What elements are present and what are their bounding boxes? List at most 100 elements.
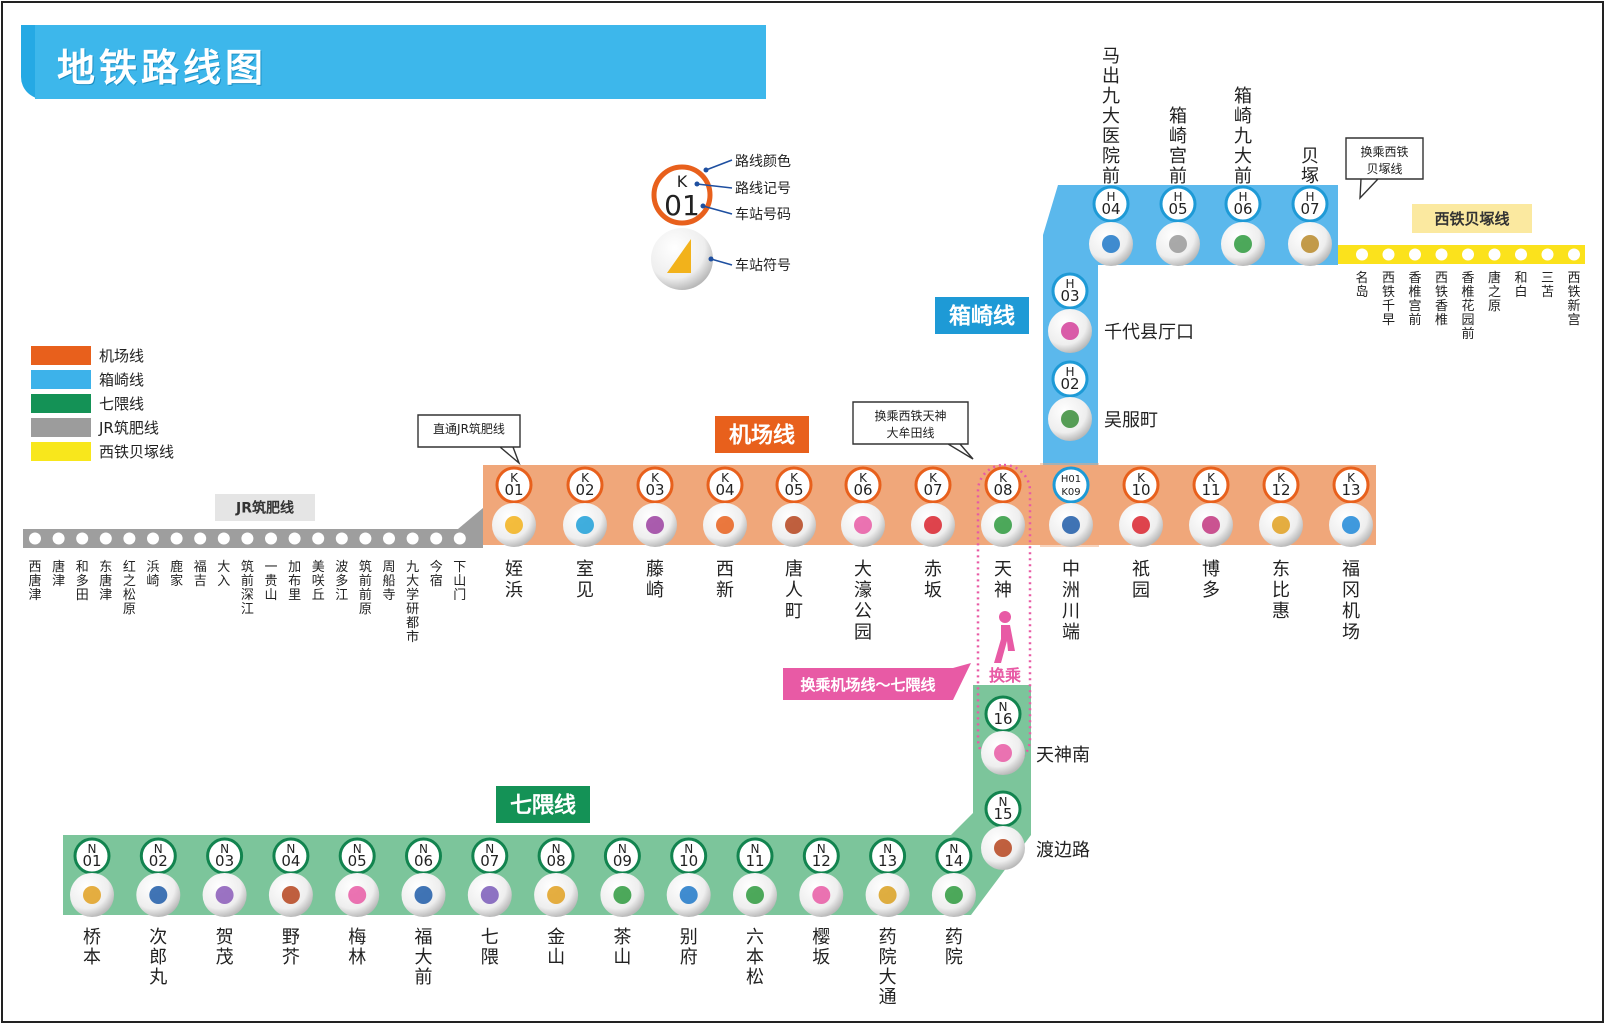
station-number: 06 (853, 481, 872, 499)
station-number: 07 (923, 481, 942, 499)
label-text: 惠 (1272, 601, 1290, 622)
vase-icon (785, 516, 803, 534)
label-text: 府 (680, 947, 698, 968)
label-text: 町 (785, 601, 803, 622)
station-code: K (651, 471, 660, 485)
nishitetsu-station-dot (1435, 248, 1448, 261)
label-text: 大 (854, 559, 872, 580)
nanakuma-station: N16 (981, 695, 1025, 775)
station-number: 05 (348, 852, 367, 870)
festival-float-icon (1132, 516, 1150, 534)
label-text: 贺 (216, 927, 234, 948)
label-text: 出 (1102, 66, 1120, 87)
wisteria-icon (646, 516, 664, 534)
jr-station-name: 浜崎 (146, 560, 159, 589)
label-text: 箱 (1169, 106, 1187, 127)
label-text: 九 (1102, 86, 1120, 107)
airport-station: K10 (1119, 466, 1163, 547)
pink-figure-icon (1061, 322, 1079, 340)
label-text: 次 (149, 927, 167, 948)
station-number: 12 (812, 852, 831, 870)
nanakuma-line-tag (496, 786, 590, 823)
jr-station-name: 东唐津 (99, 560, 112, 603)
label-text: 岛 (1355, 284, 1368, 300)
transfer-callout-label: 换乘机场线～七隈线 (800, 676, 935, 694)
key-label-symbol: 车站符号 (735, 257, 791, 274)
label-text: 机 (1342, 601, 1360, 622)
label-text: 宿 (430, 573, 443, 589)
tram-icon (994, 839, 1012, 857)
station-number: 03 (215, 852, 234, 870)
label-text: 九 (406, 560, 419, 575)
torii-gate-icon (1169, 235, 1187, 253)
label-text: 林 (348, 947, 366, 968)
jr-station-name: 大入 (217, 560, 230, 589)
jr-station-dot (170, 532, 183, 545)
legend-item-hakozaki: 箱崎线 (31, 367, 174, 391)
jr-station-dot (312, 532, 325, 545)
jr-station-dot (123, 532, 136, 545)
station-code: K (859, 471, 868, 485)
legend-item-nishitetsu: 西铁贝塚线 (31, 439, 174, 463)
jr-station-dot (29, 532, 41, 545)
station-number: 01 (504, 481, 523, 499)
label-text: 红 (123, 559, 136, 575)
nanakuma-station: N10 (666, 837, 711, 917)
jr-station-dot (453, 532, 466, 545)
key-arrow-head (708, 256, 714, 262)
jr-station-dot (147, 532, 159, 545)
flower-cluster-icon (878, 886, 897, 904)
station-number-badge (566, 466, 604, 504)
label-text: 福 (194, 560, 207, 575)
label-text: 里 (288, 588, 301, 603)
label-text: 下 (453, 560, 466, 575)
label-text: 藤 (646, 559, 664, 580)
station-code: K (1347, 471, 1356, 485)
legend-swatch (31, 417, 91, 437)
label-text: 坂 (924, 580, 942, 601)
station-code: K (790, 471, 799, 485)
label-text: 前 (415, 967, 433, 988)
jr-station-dot (335, 532, 348, 545)
label-text: 前 (241, 573, 254, 589)
nishitetsu-station-dot (1409, 248, 1421, 261)
nanakuma-station: N14 (931, 837, 976, 917)
station-number: 01 (82, 852, 101, 870)
nanakuma-station-name: 金山 (547, 927, 565, 968)
label-text: 东 (1272, 559, 1290, 580)
label-text: 人 (785, 580, 803, 601)
label-text: 研 (406, 602, 419, 617)
label-text: 和 (1514, 271, 1527, 286)
key-station-number: 01 (664, 189, 700, 222)
label-text: 筑 (241, 559, 254, 575)
airport-station-name: 博多 (1202, 559, 1220, 601)
key-arrow (696, 183, 733, 189)
nanakuma-station: N01 (70, 837, 114, 917)
eagle-icon (414, 886, 433, 904)
station-number: 05 (1168, 200, 1187, 218)
station-code: N (286, 842, 295, 856)
nishitetsu-station-dot (1488, 248, 1501, 261)
station-number: 03 (645, 481, 664, 499)
station-number: 06 (1233, 200, 1252, 218)
label-text: 筑 (359, 559, 372, 575)
airport-station: K11 (1189, 466, 1233, 547)
label-text: 崎 (1234, 106, 1252, 127)
label-text: 美 (312, 560, 325, 575)
label-text: 松 (746, 967, 764, 988)
station-number-badge (775, 466, 813, 504)
label-text: 崎 (146, 574, 159, 589)
station-number: 02 (575, 481, 594, 499)
legend-item-jr: JR筑肥线 (31, 415, 174, 439)
label-text: 原 (1488, 299, 1501, 314)
label-text: 津 (52, 574, 65, 589)
label-text: 白 (1514, 284, 1527, 300)
label-text: 山 (547, 947, 565, 968)
label-text: 多 (1202, 580, 1220, 601)
key-arrow (702, 205, 733, 215)
label-text: 香 (1408, 271, 1421, 286)
